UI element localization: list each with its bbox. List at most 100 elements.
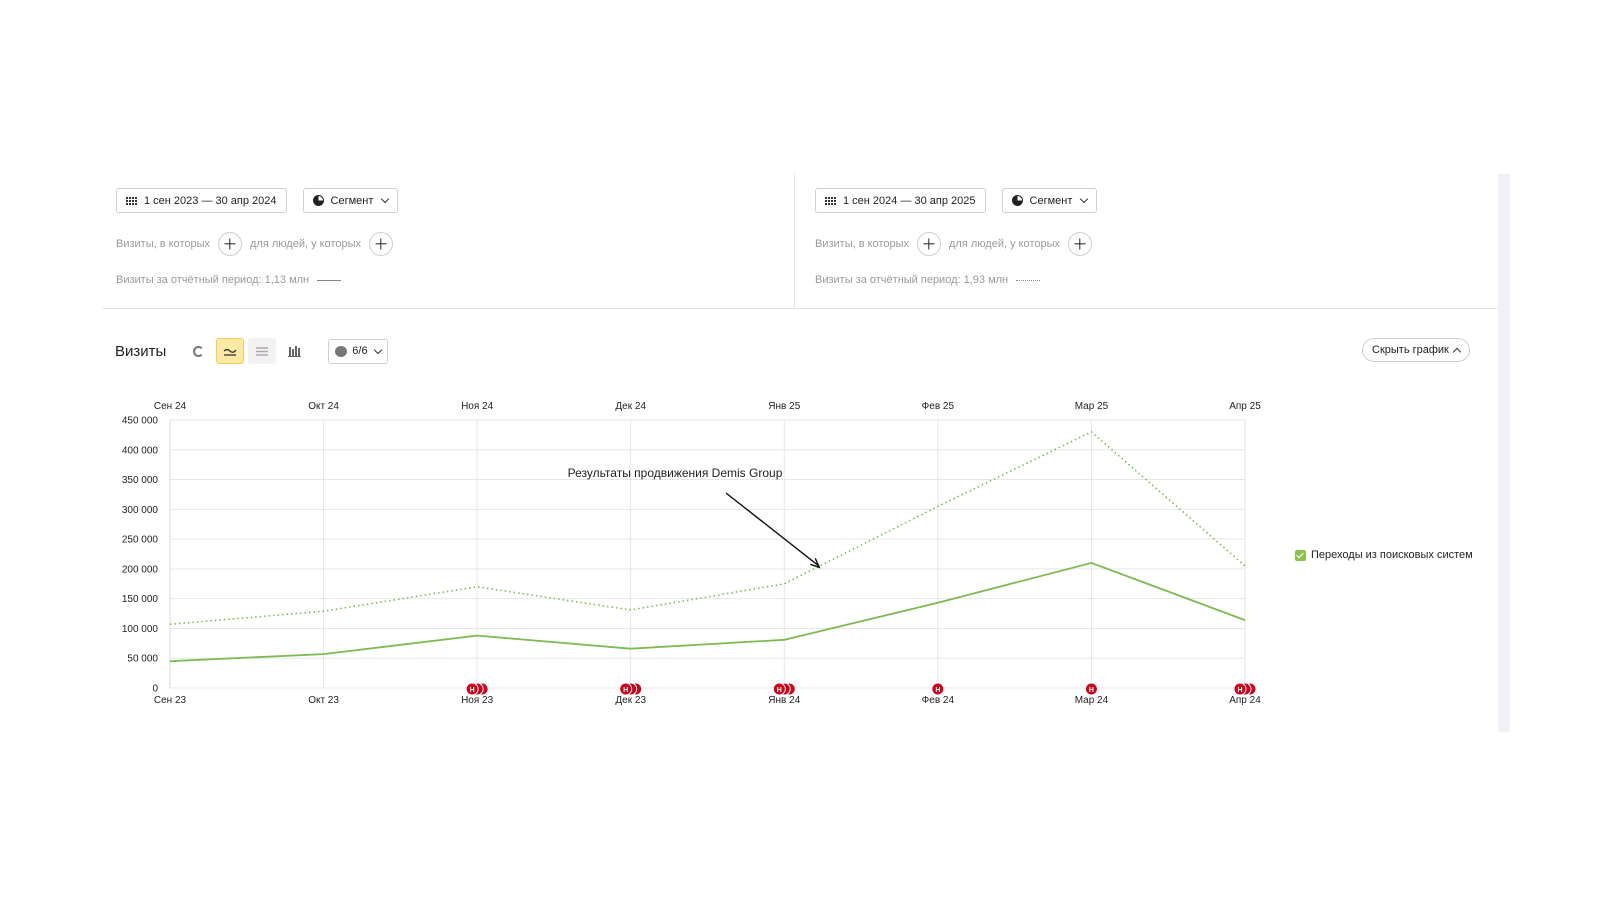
event-marker <box>629 682 643 696</box>
event-marker-letter: Н <box>1237 687 1242 694</box>
x-bottom-tick-label: Ноя 23 <box>461 695 494 706</box>
series-count-label: 6/6 <box>352 345 368 357</box>
y-tick-label: 150 000 <box>122 594 159 605</box>
event-marker <box>777 682 791 696</box>
x-bottom-tick-label: Сен 23 <box>154 695 187 706</box>
chart-toolbar: Визиты 6/6 <box>115 338 388 364</box>
right-comparison-panel: 1 сен 2024 — 30 апр 2025 Сегмент Визиты,… <box>794 174 1494 308</box>
series-selector-button[interactable]: 6/6 <box>328 338 388 364</box>
x-top-tick-label: Окт 24 <box>308 401 339 412</box>
segment-icon <box>312 195 324 206</box>
hide-chart-label: Скрыть график <box>1372 344 1449 356</box>
dotted-line-swatch <box>1016 279 1041 281</box>
event-marker-letter: Н <box>623 687 628 694</box>
right-filter-row: Визиты, в которых для людей, у которых <box>815 232 1100 256</box>
event-marker-letter: Н <box>1089 687 1094 694</box>
add-visit-condition-button[interactable] <box>917 232 941 256</box>
people-filter-label: для людей, у которых <box>250 238 361 250</box>
event-marker <box>931 682 945 696</box>
add-people-condition-button[interactable] <box>1068 232 1092 256</box>
x-bottom-tick-label: Окт 23 <box>308 695 339 706</box>
event-marker-letter: Н <box>470 687 475 694</box>
bar-chart-icon <box>287 346 301 357</box>
legend-item[interactable]: Переходы из поисковых систем <box>1295 549 1473 561</box>
x-top-tick-label: Сен 24 <box>154 401 187 412</box>
chevron-down-icon <box>373 345 382 354</box>
segment-label: Сегмент <box>1029 194 1073 207</box>
legend-label: Переходы из поисковых систем <box>1311 549 1473 561</box>
annotation-arrow-line <box>725 492 820 567</box>
date-range-label: 1 сен 2024 — 30 апр 2025 <box>843 194 976 207</box>
area-chart-button[interactable] <box>248 338 277 364</box>
event-marker <box>772 682 786 696</box>
segment-label: Сегмент <box>330 194 374 207</box>
date-range-button[interactable]: 1 сен 2023 — 30 апр 2024 <box>116 188 287 213</box>
left-filter-row: Визиты, в которых для людей, у которых <box>116 232 401 256</box>
pie-chart-button[interactable] <box>184 338 212 364</box>
annotation-arrowhead <box>810 558 821 569</box>
legend-checkbox[interactable] <box>1295 549 1306 561</box>
chevron-down-icon <box>381 194 390 204</box>
line-chart-icon <box>223 348 237 356</box>
solid-line-swatch <box>317 279 342 281</box>
x-top-tick-label: Апр 25 <box>1229 401 1261 412</box>
y-tick-label: 250 000 <box>122 535 159 546</box>
left-comparison-panel: 1 сен 2023 — 30 апр 2024 Сегмент Визиты,… <box>103 174 793 308</box>
right-period-total: Визиты за отчётный период: 1,93 млн <box>815 274 1041 286</box>
visits-filter-label: Визиты, в которых <box>815 238 909 250</box>
calendar-icon <box>126 196 137 205</box>
y-tick-label: 0 <box>152 684 158 695</box>
visits-filter-label: Визиты, в которых <box>116 238 210 250</box>
x-bottom-tick-label: Мар 24 <box>1075 695 1109 706</box>
chevron-down-icon <box>1080 194 1089 204</box>
x-top-tick-label: Янв 25 <box>768 401 800 412</box>
x-top-tick-label: Фев 25 <box>922 401 955 412</box>
line-chart-button[interactable] <box>216 338 245 364</box>
x-top-tick-label: Дек 24 <box>615 401 646 412</box>
right-controls: 1 сен 2024 — 30 апр 2025 Сегмент <box>815 188 1098 213</box>
y-tick-label: 50 000 <box>127 654 158 665</box>
date-range-label: 1 сен 2023 — 30 апр 2024 <box>144 194 277 207</box>
event-marker <box>465 682 479 696</box>
add-people-condition-button[interactable] <box>369 232 393 256</box>
left-controls: 1 сен 2023 — 30 апр 2024 Сегмент <box>116 188 399 213</box>
segment-button[interactable]: Сегмент <box>1001 188 1098 213</box>
bar-chart-button[interactable] <box>280 338 308 364</box>
series-bubble-icon <box>335 345 348 357</box>
segment-icon <box>1011 195 1023 206</box>
event-marker <box>1084 682 1098 696</box>
segment-button[interactable]: Сегмент <box>302 188 399 213</box>
x-bottom-tick-label: Апр 24 <box>1229 695 1261 706</box>
hide-chart-button[interactable]: Скрыть график <box>1362 338 1470 362</box>
event-marker-letter: Н <box>777 687 782 694</box>
event-marker <box>782 682 796 696</box>
x-bottom-tick-label: Янв 24 <box>768 695 800 706</box>
add-visit-condition-button[interactable] <box>218 232 242 256</box>
series-line-previous <box>169 561 1246 663</box>
annotation-text: Результаты продвижения Demis Group <box>568 466 783 480</box>
panel-divider <box>103 308 1497 309</box>
period-total-label: Визиты за отчётный период: 1,13 млн <box>116 274 310 286</box>
y-tick-label: 450 000 <box>122 416 159 427</box>
calendar-icon <box>825 196 836 205</box>
date-range-button[interactable]: 1 сен 2024 — 30 апр 2025 <box>815 188 986 213</box>
event-marker <box>1233 682 1247 696</box>
y-tick-label: 300 000 <box>122 505 159 516</box>
area-chart-icon <box>256 346 269 356</box>
left-period-total: Визиты за отчётный период: 1,13 млн <box>116 274 342 286</box>
event-marker <box>624 682 638 696</box>
scrollbar[interactable] <box>1498 174 1510 732</box>
event-marker <box>475 682 489 696</box>
event-marker <box>1243 682 1257 696</box>
chevron-up-icon <box>1452 347 1462 356</box>
event-marker <box>1238 682 1252 696</box>
y-tick-label: 100 000 <box>122 624 159 635</box>
event-marker-letter: Н <box>935 687 940 694</box>
y-tick-label: 200 000 <box>122 564 159 575</box>
chart-title: Визиты <box>115 342 167 360</box>
x-top-tick-label: Мар 25 <box>1075 401 1109 412</box>
x-bottom-tick-label: Дек 23 <box>615 695 646 706</box>
period-total-label: Визиты за отчётный период: 1,93 млн <box>815 274 1009 286</box>
people-filter-label: для людей, у которых <box>949 238 1060 250</box>
